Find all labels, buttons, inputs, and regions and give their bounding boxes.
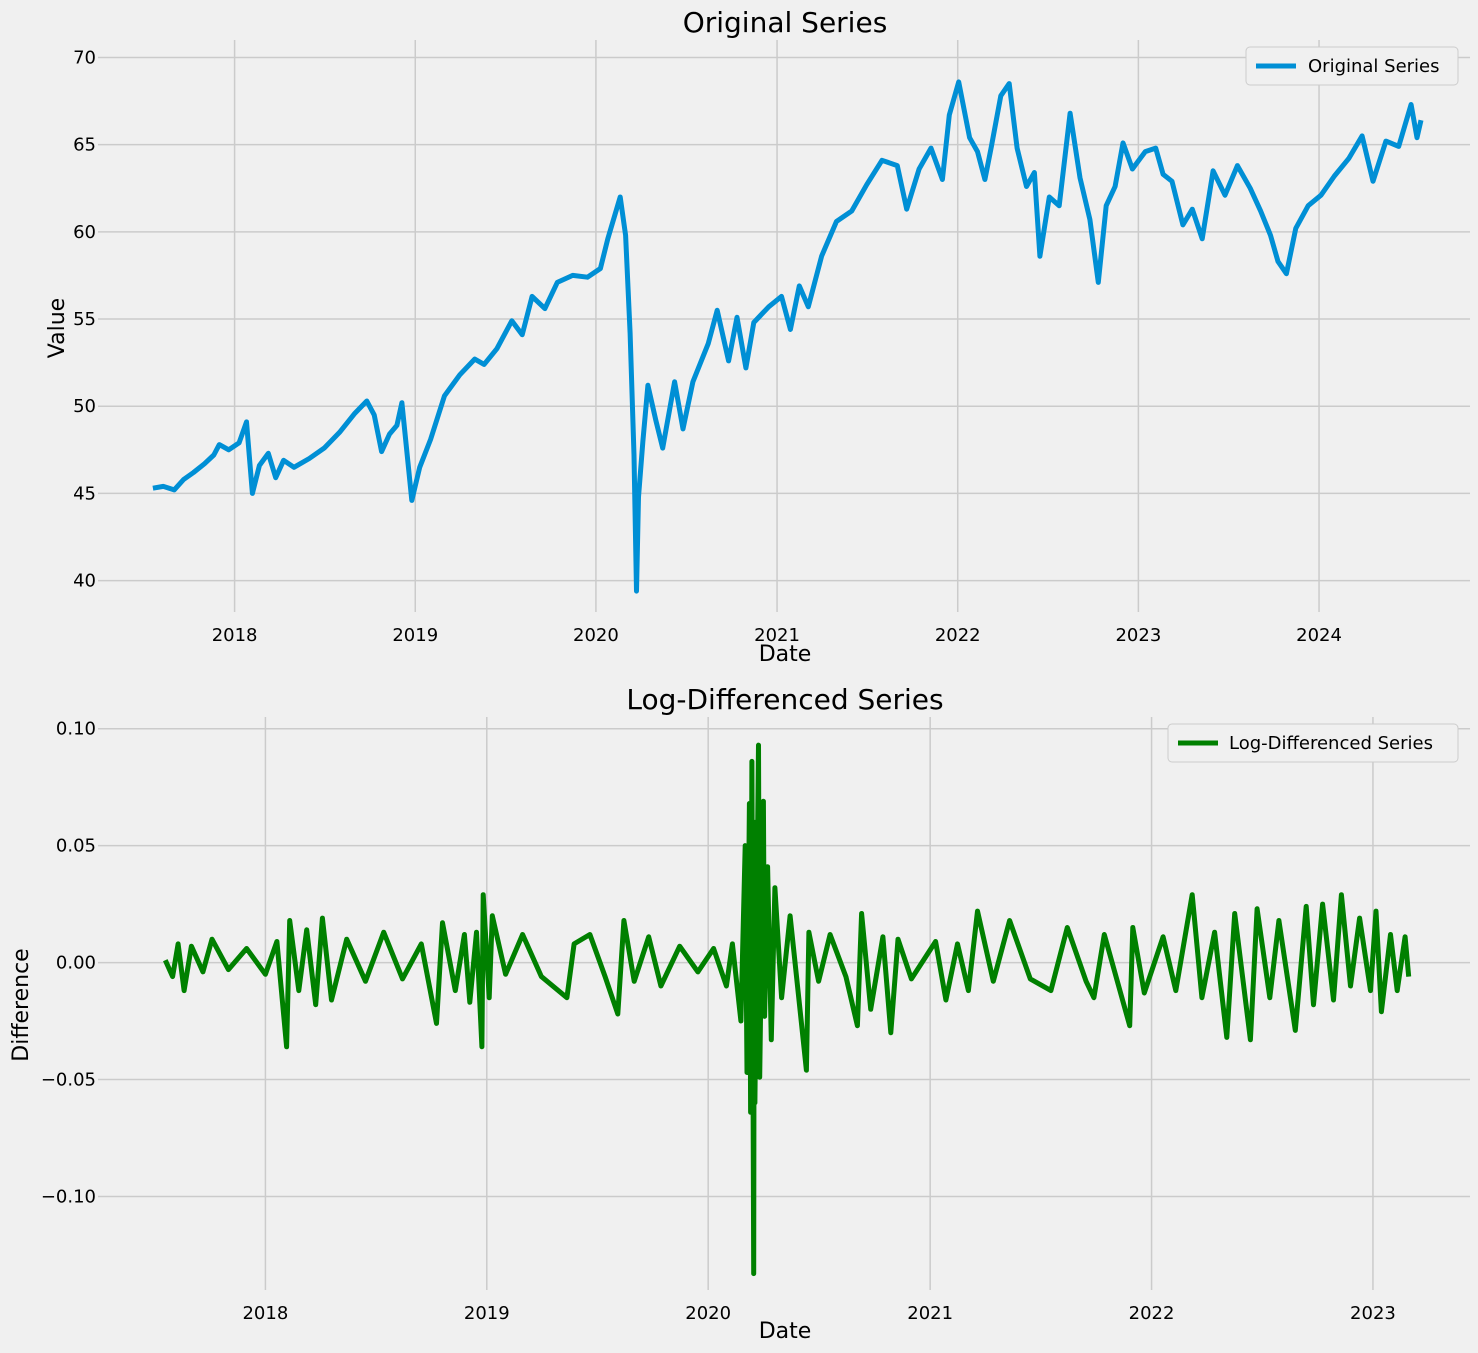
y-tick-label: 0.10	[56, 719, 96, 740]
original-x-axis-label: Date	[759, 642, 812, 667]
log-differenced-panel: 2018 2019 2020 2021 2022 2023 −0.10 −0.05 0.00 0…	[9, 683, 1470, 1344]
x-tick-label: 2019	[392, 625, 438, 646]
x-tick-label: 2021	[754, 625, 800, 646]
x-tick-label: 2019	[464, 1303, 510, 1324]
original-series-panel: 2018 2019 2020 2021 2022 2023 2024 40 45 50 55 60 6…	[45, 6, 1470, 667]
logdiff-legend-label: Log-Differenced Series	[1229, 733, 1433, 754]
y-tick-label: −0.05	[41, 1070, 96, 1091]
x-tick-label: 2023	[1350, 1303, 1396, 1324]
logdiff-x-axis-label: Date	[759, 1319, 812, 1344]
y-tick-label: 0.00	[56, 953, 96, 974]
log-differenced-series-line	[163, 742, 1412, 1277]
logdiff-x-ticks: 2018 2019 2020 2021 2022 2023	[242, 1303, 1395, 1324]
x-tick-label: 2020	[685, 1303, 731, 1324]
x-tick-label: 2020	[573, 625, 619, 646]
x-tick-label: 2021	[907, 1303, 953, 1324]
x-tick-label: 2018	[242, 1303, 288, 1324]
original-y-ticks: 40 45 50 55 60 65 70	[73, 47, 96, 591]
original-series-lines	[152, 79, 1424, 594]
y-tick-label: 65	[73, 135, 96, 156]
logdiff-series-lines	[163, 742, 1412, 1277]
y-tick-label: 40	[73, 571, 96, 592]
y-tick-label: 50	[73, 396, 96, 417]
logdiff-y-ticks: −0.10 −0.05 0.00 0.05 0.10	[41, 719, 96, 1208]
logdiff-chart-title: Log-Differenced Series	[626, 683, 943, 716]
x-tick-label: 2018	[212, 625, 258, 646]
logdiff-legend-box	[1167, 723, 1459, 763]
original-y-axis-label: Value	[45, 298, 70, 358]
x-tick-label: 2023	[1115, 625, 1161, 646]
y-tick-label: 45	[73, 483, 96, 504]
y-tick-label: 60	[73, 222, 96, 243]
logdiff-legend: Log-Differenced Series	[1167, 723, 1459, 763]
original-series-line	[152, 79, 1424, 594]
logdiff-y-axis-label: Difference	[9, 948, 34, 1061]
y-tick-label: 70	[73, 47, 96, 68]
x-tick-label: 2022	[935, 625, 981, 646]
x-tick-label: 2022	[1129, 1303, 1175, 1324]
original-legend-box	[1245, 46, 1459, 86]
original-grid	[98, 40, 1470, 612]
original-x-ticks: 2018 2019 2020 2021 2022 2023 2024	[212, 625, 1342, 646]
original-chart-title: Original Series	[683, 6, 888, 39]
y-tick-label: 0.05	[56, 836, 96, 857]
original-legend: Original Series	[1245, 46, 1459, 86]
original-legend-label: Original Series	[1308, 56, 1440, 77]
y-tick-label: 55	[73, 309, 96, 330]
x-tick-label: 2024	[1296, 625, 1342, 646]
y-tick-label: −0.10	[41, 1186, 96, 1207]
